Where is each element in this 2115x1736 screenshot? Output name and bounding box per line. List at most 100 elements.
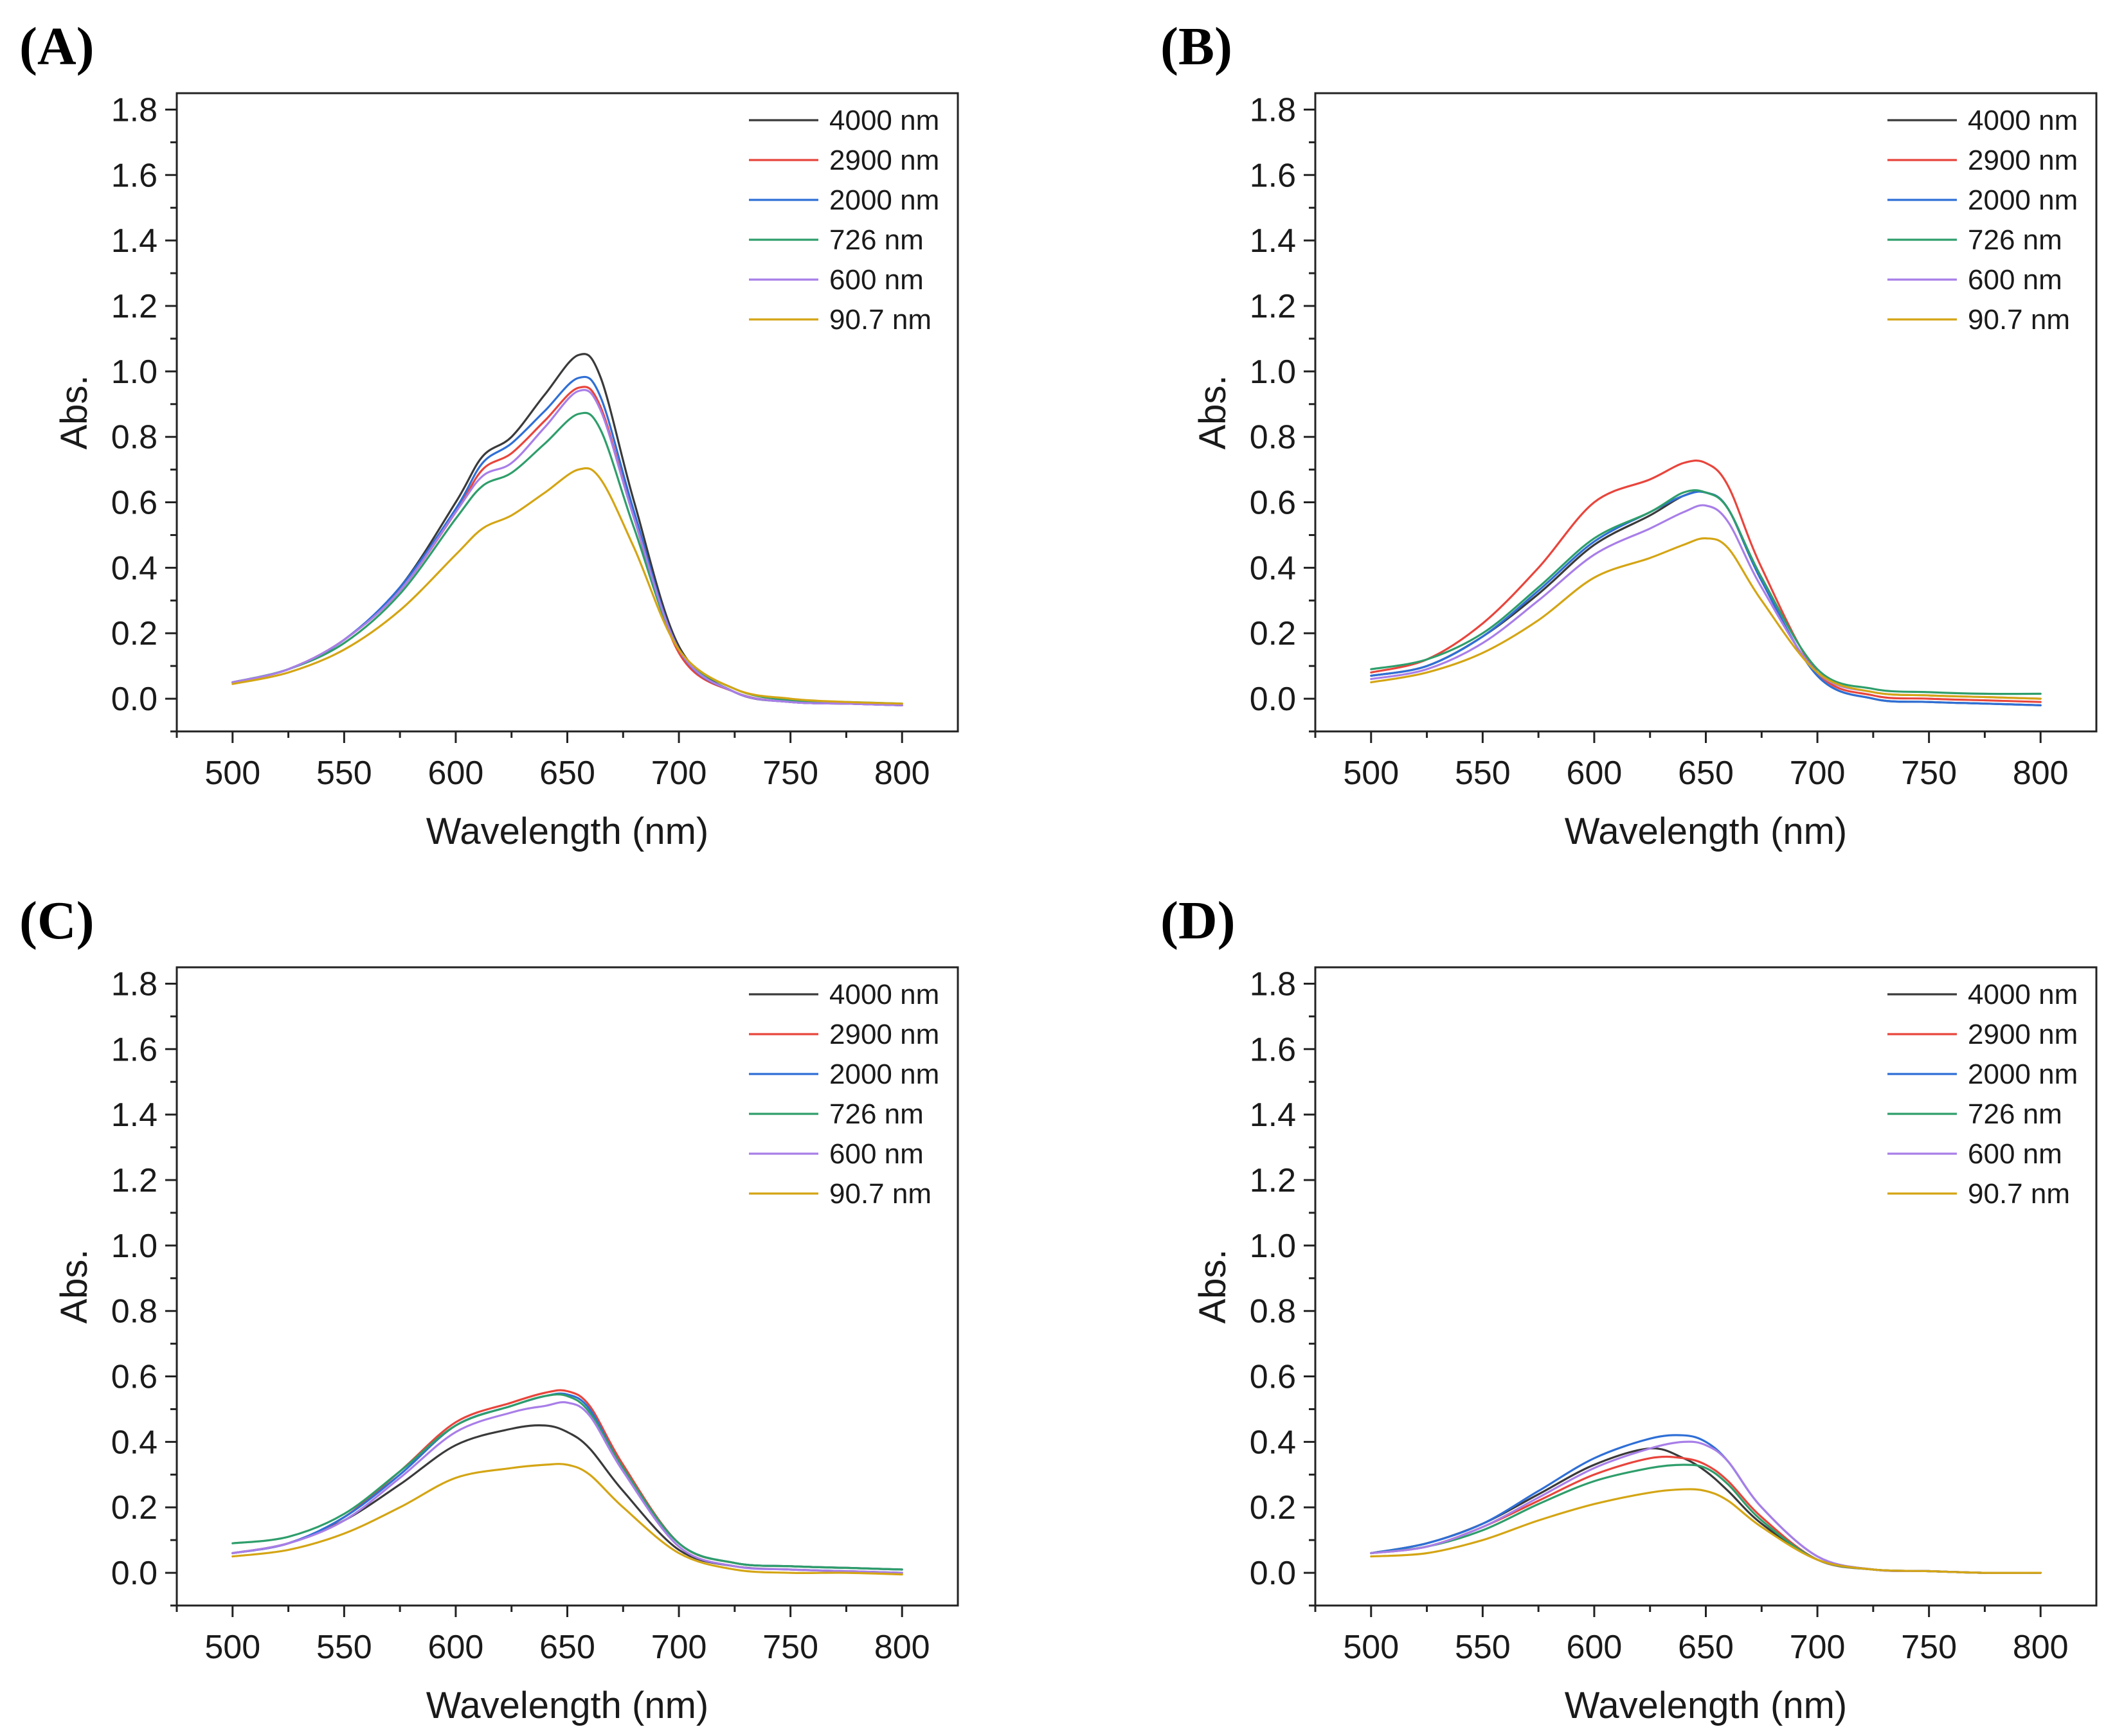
y-tick-label: 1.4 xyxy=(1250,1096,1296,1134)
x-axis-title: Wavelength (nm) xyxy=(1565,1685,1847,1726)
panel-label: (B) xyxy=(1160,17,1232,76)
series-line-4000-nm xyxy=(1370,490,2042,706)
y-tick-label: 0.0 xyxy=(111,681,158,718)
y-tick-label: 0.6 xyxy=(1250,485,1296,522)
y-tick-label: 0.4 xyxy=(111,1424,158,1461)
chart-panel-a: (A) 500 550 600 650 700 750 800 0.0 0.2 0.4 0.6 0.8 1… xyxy=(19,17,959,852)
y-tick-label: 0.0 xyxy=(1250,1555,1296,1592)
legend-label: 726 nm xyxy=(829,1098,924,1130)
series-line-600-nm xyxy=(1370,1440,2042,1574)
x-tick-label: 550 xyxy=(1455,1629,1511,1666)
series-line-90-7-nm xyxy=(231,1463,903,1576)
legend-label: 90.7 nm xyxy=(1968,1178,2070,1210)
series-line-4000-nm xyxy=(231,353,903,706)
y-axis-title: Abs. xyxy=(1192,375,1234,449)
panel-label: (A) xyxy=(19,17,94,76)
y-tick-label: 1.2 xyxy=(1250,288,1296,325)
legend-label: 2000 nm xyxy=(1968,184,2078,216)
series-line-4000-nm xyxy=(231,1424,903,1574)
series-line-726-nm xyxy=(231,1393,903,1571)
x-axis-title: Wavelength (nm) xyxy=(426,1685,708,1726)
x-tick-label: 750 xyxy=(1901,755,1957,792)
legend-label: 726 nm xyxy=(1968,1098,2062,1130)
y-tick-label: 0.2 xyxy=(1250,1489,1296,1526)
x-tick-label: 700 xyxy=(651,755,707,792)
y-tick-label: 1.0 xyxy=(111,353,158,391)
legend-label: 2900 nm xyxy=(1968,1019,2078,1050)
y-tick-label: 0.4 xyxy=(111,550,158,587)
chart-panel-c: (C) 500 550 600 650 700 750 800 0.0 0.2 0.4 0.6 0.8 1… xyxy=(19,891,959,1726)
legend-label: 90.7 nm xyxy=(829,304,932,336)
y-tick-label: 1.6 xyxy=(1250,1031,1296,1068)
y-tick-label: 1.0 xyxy=(1250,1228,1296,1265)
legend-label: 726 nm xyxy=(829,224,924,256)
series-line-726-nm xyxy=(231,411,903,705)
y-tick-label: 1.6 xyxy=(111,1031,158,1068)
x-tick-label: 650 xyxy=(539,1629,595,1666)
legend-label: 600 nm xyxy=(1968,264,2062,296)
x-tick-label: 500 xyxy=(204,1629,260,1666)
x-tick-label: 800 xyxy=(874,1629,930,1666)
y-tick-label: 1.2 xyxy=(111,288,158,325)
series-line-90-7-nm xyxy=(1370,537,2042,700)
x-tick-label: 750 xyxy=(762,1629,818,1666)
x-tick-label: 700 xyxy=(1790,1629,1846,1666)
series-line-600-nm xyxy=(231,1401,903,1574)
y-axis-title: Abs. xyxy=(1192,1249,1234,1323)
y-tick-label: 1.8 xyxy=(111,91,158,129)
x-tick-label: 750 xyxy=(762,755,818,792)
x-axis-title: Wavelength (nm) xyxy=(426,810,708,852)
x-tick-label: 700 xyxy=(651,1629,707,1666)
legend-label: 600 nm xyxy=(829,1138,924,1170)
y-tick-label: 1.4 xyxy=(111,222,158,260)
y-tick-label: 0.4 xyxy=(1250,550,1296,587)
y-tick-label: 0.8 xyxy=(111,419,158,456)
y-tick-label: 0.8 xyxy=(1250,1293,1296,1330)
y-tick-label: 1.4 xyxy=(1250,222,1296,260)
y-tick-label: 0.8 xyxy=(1250,419,1296,456)
y-tick-label: 1.0 xyxy=(1250,353,1296,391)
x-tick-label: 550 xyxy=(316,755,372,792)
y-tick-label: 1.0 xyxy=(111,1228,158,1265)
x-tick-label: 750 xyxy=(1901,1629,1957,1666)
legend-label: 2900 nm xyxy=(829,145,939,176)
y-axis-title: Abs. xyxy=(53,375,95,449)
x-tick-label: 500 xyxy=(1343,755,1399,792)
y-tick-label: 0.4 xyxy=(1250,1424,1296,1461)
legend-label: 2900 nm xyxy=(1968,145,2078,176)
x-tick-label: 650 xyxy=(539,755,595,792)
y-axis-title: Abs. xyxy=(53,1249,95,1323)
panel-label: (C) xyxy=(19,891,94,951)
series-line-726-nm xyxy=(1370,1463,2042,1574)
legend-label: 90.7 nm xyxy=(829,1178,932,1210)
y-tick-label: 0.6 xyxy=(111,1359,158,1396)
series-line-2000-nm xyxy=(1370,490,2042,706)
x-tick-label: 700 xyxy=(1790,755,1846,792)
legend-label: 4000 nm xyxy=(829,105,939,136)
y-tick-label: 1.4 xyxy=(111,1096,158,1134)
x-tick-label: 600 xyxy=(428,1629,484,1666)
y-tick-label: 1.8 xyxy=(1250,965,1296,1003)
x-tick-label: 650 xyxy=(1678,755,1734,792)
series-line-2000-nm xyxy=(231,1392,903,1571)
legend-label: 4000 nm xyxy=(1968,105,2078,136)
legend-label: 600 nm xyxy=(1968,1138,2062,1170)
y-tick-label: 1.6 xyxy=(111,157,158,194)
series-line-90-7-nm xyxy=(231,467,903,705)
legend-label: 600 nm xyxy=(829,264,924,296)
y-tick-label: 1.6 xyxy=(1250,157,1296,194)
y-tick-label: 0.0 xyxy=(1250,681,1296,718)
legend-label: 4000 nm xyxy=(829,979,939,1010)
series-line-600-nm xyxy=(1370,504,2042,700)
x-tick-label: 650 xyxy=(1678,1629,1734,1666)
panel-label: (D) xyxy=(1160,891,1236,951)
y-tick-label: 0.6 xyxy=(1250,1359,1296,1396)
legend-label: 726 nm xyxy=(1968,224,2062,256)
series-line-2000-nm xyxy=(1370,1434,2042,1574)
series-line-2900-nm xyxy=(231,386,903,706)
x-tick-label: 500 xyxy=(1343,1629,1399,1666)
y-tick-label: 0.2 xyxy=(1250,615,1296,652)
x-tick-label: 550 xyxy=(316,1629,372,1666)
x-tick-label: 500 xyxy=(204,755,260,792)
